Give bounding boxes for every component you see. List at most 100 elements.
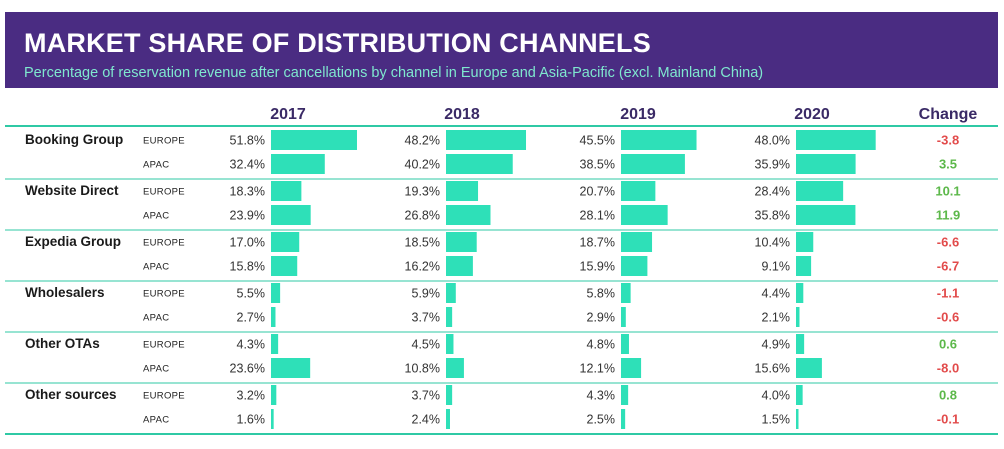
- change-value: -6.7: [937, 259, 959, 274]
- value-label: 40.2%: [405, 158, 440, 172]
- group-label: Other OTAs: [25, 336, 100, 351]
- value-label: 17.0%: [230, 236, 265, 250]
- bar: [796, 358, 822, 378]
- bar: [796, 256, 812, 276]
- value-label: 16.2%: [405, 260, 440, 274]
- region-label: EUROPE: [143, 391, 185, 402]
- bar: [446, 409, 450, 429]
- bar: [621, 283, 631, 303]
- value-label: 38.5%: [580, 158, 615, 172]
- bar: [621, 181, 656, 201]
- bar: [796, 232, 814, 252]
- value-label: 2.5%: [587, 413, 616, 427]
- value-label: 5.8%: [587, 287, 616, 301]
- value-label: 4.9%: [762, 338, 791, 352]
- value-label: 28.4%: [755, 185, 790, 199]
- bar: [446, 232, 477, 252]
- year-header-2017: 2017: [270, 106, 306, 123]
- bar: [621, 205, 668, 225]
- change-value: 0.6: [939, 337, 957, 352]
- bar: [271, 154, 325, 174]
- region-label: APAC: [143, 313, 169, 324]
- region-label: EUROPE: [143, 136, 185, 147]
- bar: [796, 334, 805, 354]
- value-label: 4.3%: [237, 338, 266, 352]
- value-label: 28.1%: [580, 209, 615, 223]
- bar: [621, 130, 697, 150]
- group-label: Website Direct: [25, 183, 119, 198]
- bar: [621, 409, 626, 429]
- value-label: 35.8%: [755, 209, 790, 223]
- value-label: 10.4%: [755, 236, 790, 250]
- bar: [271, 232, 300, 252]
- bar: [446, 181, 479, 201]
- region-label: APAC: [143, 262, 169, 273]
- group-label: Booking Group: [25, 132, 123, 147]
- region-label: APAC: [143, 160, 169, 171]
- year-header-2018: 2018: [444, 106, 480, 123]
- bar: [796, 283, 804, 303]
- value-label: 23.6%: [230, 362, 265, 376]
- bar: [271, 130, 357, 150]
- value-label: 23.9%: [230, 209, 265, 223]
- value-label: 2.4%: [412, 413, 441, 427]
- value-label: 48.2%: [405, 134, 440, 148]
- value-label: 18.5%: [405, 236, 440, 250]
- value-label: 51.8%: [230, 134, 265, 148]
- year-header-2019: 2019: [620, 106, 656, 123]
- value-label: 1.6%: [237, 413, 266, 427]
- value-label: 5.9%: [412, 287, 441, 301]
- region-label: EUROPE: [143, 289, 185, 300]
- bar: [621, 334, 629, 354]
- group-label: Other sources: [25, 387, 117, 402]
- bar: [796, 385, 803, 405]
- bar: [271, 358, 311, 378]
- year-header-2020: 2020: [794, 106, 830, 123]
- bar: [796, 307, 800, 327]
- change-value: -8.0: [937, 361, 959, 376]
- value-label: 3.2%: [237, 389, 266, 403]
- region-label: EUROPE: [143, 187, 185, 198]
- value-label: 12.1%: [580, 362, 615, 376]
- bar: [446, 130, 527, 150]
- bar: [446, 385, 453, 405]
- bar: [796, 181, 844, 201]
- change-value: -3.8: [937, 133, 959, 148]
- change-header: Change: [919, 106, 978, 123]
- region-label: APAC: [143, 364, 169, 375]
- change-value: -1.1: [937, 286, 959, 301]
- bar: [621, 358, 642, 378]
- bar: [271, 181, 302, 201]
- bar: [796, 154, 856, 174]
- value-label: 35.9%: [755, 158, 790, 172]
- change-value: -0.6: [937, 310, 959, 325]
- bar: [271, 256, 298, 276]
- bar: [446, 154, 513, 174]
- bar: [271, 283, 281, 303]
- bar: [446, 307, 453, 327]
- value-label: 2.7%: [237, 311, 266, 325]
- value-label: 3.7%: [412, 389, 441, 403]
- bar: [446, 205, 491, 225]
- change-value: 3.5: [939, 157, 957, 172]
- bar: [271, 385, 277, 405]
- value-label: 19.3%: [405, 185, 440, 199]
- bar: [446, 283, 456, 303]
- value-label: 4.3%: [587, 389, 616, 403]
- region-label: APAC: [143, 211, 169, 222]
- bar: [796, 409, 799, 429]
- value-label: 18.3%: [230, 185, 265, 199]
- bar: [271, 334, 279, 354]
- region-label: APAC: [143, 415, 169, 426]
- header-banner: MARKET SHARE OF DISTRIBUTION CHANNELS Pe…: [5, 12, 998, 88]
- bar: [271, 205, 311, 225]
- value-label: 18.7%: [580, 236, 615, 250]
- value-label: 20.7%: [580, 185, 615, 199]
- region-label: EUROPE: [143, 238, 185, 249]
- bar: [621, 307, 626, 327]
- bar: [796, 130, 876, 150]
- value-label: 26.8%: [405, 209, 440, 223]
- value-label: 48.0%: [755, 134, 790, 148]
- bar: [621, 385, 629, 405]
